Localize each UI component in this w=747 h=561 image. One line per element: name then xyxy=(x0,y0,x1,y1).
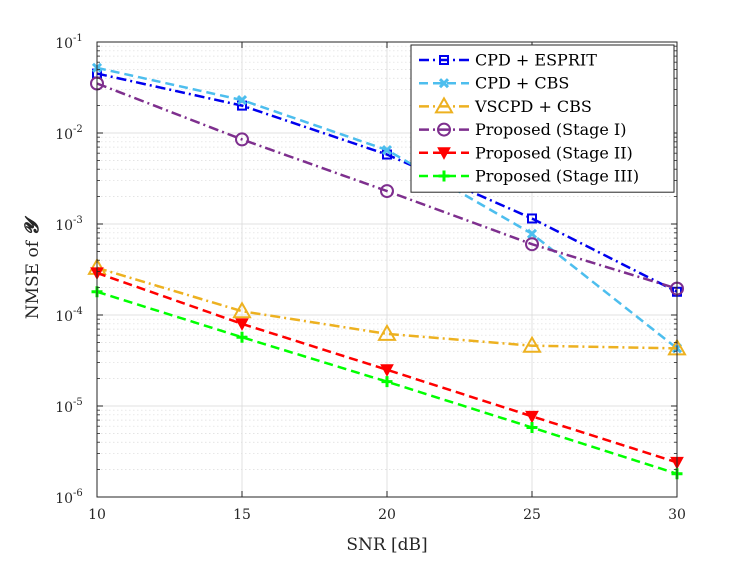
series-layer xyxy=(87,62,687,480)
data-point xyxy=(525,410,539,424)
data-point xyxy=(380,184,394,199)
x-tick-label: 20 xyxy=(378,507,396,523)
y-tick-mantissa: 10 xyxy=(55,36,73,52)
data-point xyxy=(381,144,393,156)
legend-item: CPD + CBS xyxy=(419,74,569,93)
y-tick-mantissa: 10 xyxy=(55,218,73,234)
y-tick-mantissa: 10 xyxy=(55,400,73,416)
data-point xyxy=(526,228,538,239)
series-line xyxy=(96,72,678,293)
legend-marker xyxy=(438,78,450,89)
legend-label: Proposed (Stage III) xyxy=(475,167,639,186)
series-line xyxy=(96,266,678,350)
legend-item: CPD + ESPRIT xyxy=(419,51,597,70)
data-point xyxy=(526,422,538,434)
y-tick-exponent: -3 xyxy=(73,215,83,226)
y-tick-exponent: -5 xyxy=(73,397,83,408)
y-tick-label: 10-1 xyxy=(55,33,83,52)
x-tick-label: 30 xyxy=(668,507,686,523)
x-tick-label: 10 xyxy=(88,507,106,523)
legend-marker xyxy=(437,147,451,160)
series-line xyxy=(96,271,678,464)
y-tick-exponent: -1 xyxy=(73,33,83,44)
y-tick-exponent: -6 xyxy=(73,488,83,499)
y-axis-label-prefix: NMSE of xyxy=(23,236,43,320)
legend-box xyxy=(410,44,675,193)
data-point xyxy=(235,132,249,147)
y-tick-mantissa: 10 xyxy=(55,309,73,325)
legend-marker xyxy=(434,96,454,114)
data-point xyxy=(235,318,249,331)
data-point xyxy=(525,237,539,252)
legend-label: Proposed (Stage II) xyxy=(475,143,633,162)
y-axis-label: NMSE of 𝓨 xyxy=(21,216,43,320)
series-line xyxy=(96,82,678,290)
legend: CPD + ESPRIT CPD + CBS VSCPD + CBS Proposed… xyxy=(410,44,675,193)
y-tick-label: 10-3 xyxy=(55,215,83,234)
series-3 xyxy=(87,257,687,356)
legend-item: Proposed (Stage III) xyxy=(419,167,639,186)
y-tick-label: 10-5 xyxy=(55,397,83,416)
data-point xyxy=(377,323,397,341)
legend-label: CPD + ESPRIT xyxy=(475,51,597,70)
legend-label: CPD + CBS xyxy=(475,74,569,93)
data-point xyxy=(522,335,542,353)
y-axis-label-symbol: 𝓨 xyxy=(21,216,43,236)
legend-item: VSCPD + CBS xyxy=(419,96,592,116)
data-point xyxy=(527,213,537,224)
data-point xyxy=(381,376,393,388)
legend-item: Proposed (Stage II) xyxy=(419,143,633,162)
x-tick-label: 15 xyxy=(233,507,251,523)
y-tick-exponent: -2 xyxy=(73,124,83,135)
x-axis-label: SNR [dB] xyxy=(346,535,427,555)
x-tick-label: 25 xyxy=(523,507,541,523)
legend-marker xyxy=(438,170,450,182)
y-tick-exponent: -4 xyxy=(73,306,83,317)
y-tick-mantissa: 10 xyxy=(55,127,73,143)
data-point xyxy=(232,301,252,319)
data-point xyxy=(236,331,248,343)
legend-marker xyxy=(437,122,451,137)
legend-item: Proposed (Stage I) xyxy=(419,120,626,139)
legend-label: Proposed (Stage I) xyxy=(475,120,626,139)
y-tick-label: 10-2 xyxy=(55,124,83,143)
legend-label: VSCPD + CBS xyxy=(474,97,592,116)
y-tick-mantissa: 10 xyxy=(55,491,73,507)
legend-marker xyxy=(439,55,449,65)
data-point xyxy=(380,364,394,377)
series-line xyxy=(96,290,678,475)
grid-lines xyxy=(96,41,678,498)
data-point xyxy=(236,95,248,106)
y-tick-label: 10-4 xyxy=(55,306,83,325)
y-tick-label: 10-6 xyxy=(55,488,83,507)
